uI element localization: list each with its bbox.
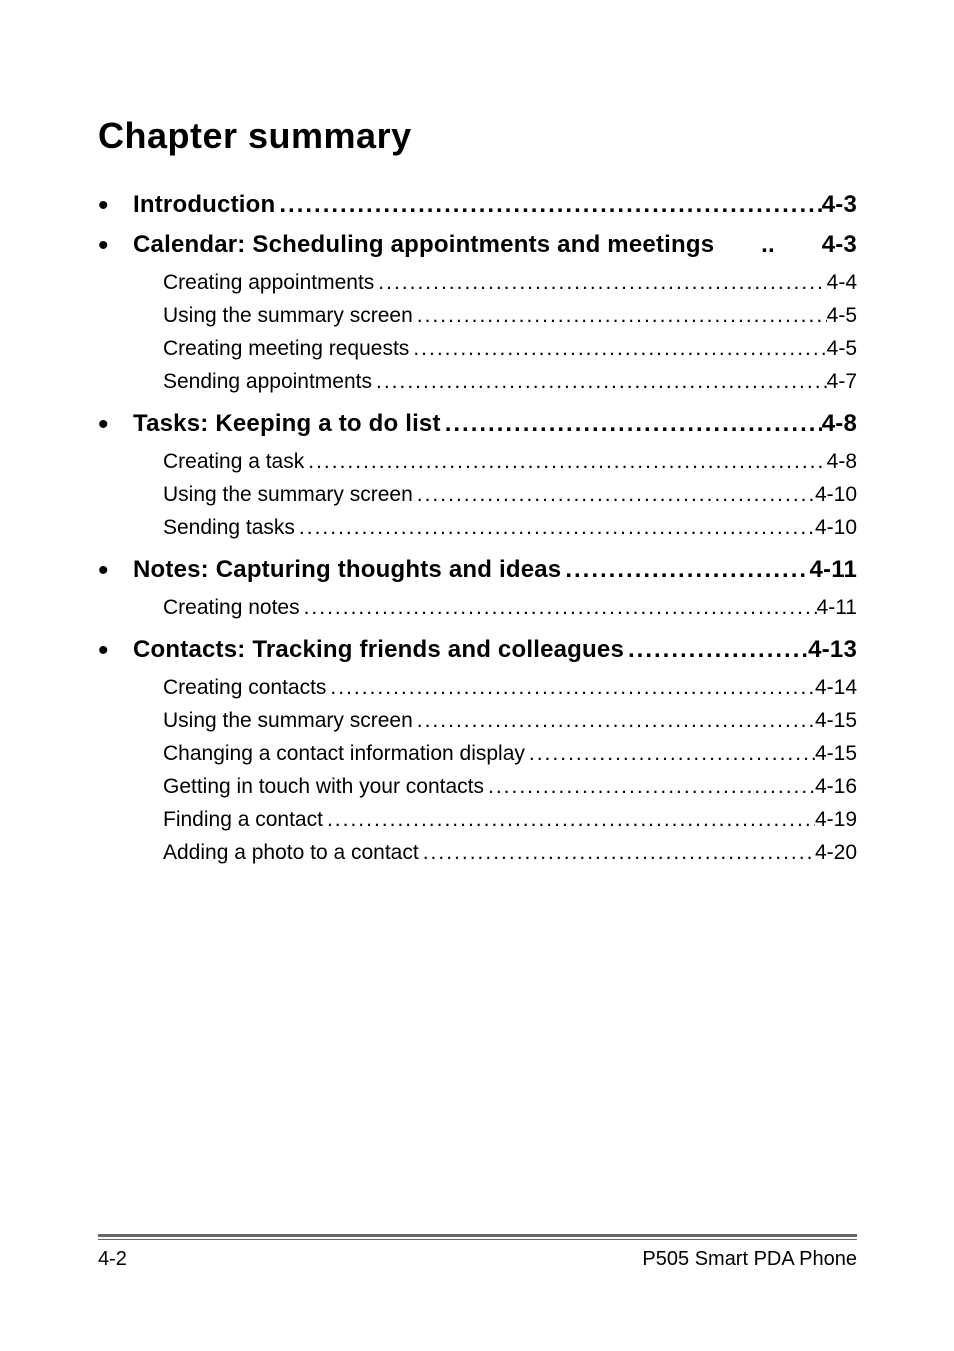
toc-subitem: Sending tasks...........................…: [163, 516, 857, 540]
toc-leader-dots: ........................................…: [323, 808, 815, 832]
toc-section: Calendar: Scheduling appointments and me…: [133, 231, 857, 394]
toc-subitem-page: 4-4: [827, 271, 857, 295]
toc-section-row: Contacts: Tracking friends and colleague…: [133, 636, 857, 664]
toc-subitem-page: 4-7: [827, 370, 857, 394]
toc-subitems: Creating notes..........................…: [133, 596, 857, 620]
toc-section-page: 4-3: [822, 191, 857, 219]
toc-subitem-label: Creating a task: [163, 450, 304, 474]
toc-section-page: 4-3: [822, 231, 857, 259]
toc-subitem: Creating meeting requests...............…: [163, 337, 857, 361]
table-of-contents: Introduction............................…: [98, 191, 857, 865]
toc-section-page: 4-13: [808, 636, 857, 664]
toc-subitem-page: 4-20: [815, 841, 857, 865]
toc-section-page: 4-8: [822, 410, 857, 438]
toc-subitem-page: 4-16: [815, 775, 857, 799]
toc-subitem-label: Changing a contact information display: [163, 742, 525, 766]
toc-leader-dots: ........................................…: [413, 304, 827, 328]
toc-subitem-label: Sending tasks: [163, 516, 295, 540]
toc-subitem-label: Using the summary screen: [163, 304, 413, 328]
page-footer: 4-2 P505 Smart PDA Phone: [98, 1234, 857, 1271]
toc-section-row: Introduction............................…: [133, 191, 857, 219]
toc-leader-dots: ........................................…: [372, 370, 827, 394]
toc-section: Tasks: Keeping a to do list.............…: [133, 410, 857, 540]
toc-leader-dots: ........................................…: [413, 483, 815, 507]
toc-section: Introduction............................…: [133, 191, 857, 219]
toc-subitem-page: 4-5: [827, 337, 857, 361]
footer-product-name: P505 Smart PDA Phone: [642, 1248, 857, 1271]
toc-leader-dots: ........................................…: [326, 676, 815, 700]
toc-section-row: Notes: Capturing thoughts and ideas.....…: [133, 556, 857, 584]
toc-subitems: Creating contacts.......................…: [133, 676, 857, 865]
toc-leader-dots: ........................................…: [419, 841, 815, 865]
toc-leader-dots: ..: [761, 231, 775, 259]
toc-subitem: Using the summary screen................…: [163, 304, 857, 328]
toc-subitem: Finding a contact.......................…: [163, 808, 857, 832]
toc-section-row: Tasks: Keeping a to do list.............…: [133, 410, 857, 438]
toc-leader-dots: ........................................…: [304, 450, 826, 474]
toc-section-row: Calendar: Scheduling appointments and me…: [133, 231, 857, 259]
toc-subitem-label: Creating notes: [163, 596, 300, 620]
toc-subitem-page: 4-15: [815, 709, 857, 733]
toc-subitem: Getting in touch with your contacts.....…: [163, 775, 857, 799]
toc-subitem: Using the summary screen................…: [163, 483, 857, 507]
toc-leader-dots: ........................................…: [561, 556, 809, 584]
toc-subitem-page: 4-11: [817, 596, 857, 620]
toc-section-label: Calendar: Scheduling appointments and me…: [133, 231, 714, 259]
toc-subitem-label: Using the summary screen: [163, 483, 413, 507]
toc-section: Notes: Capturing thoughts and ideas.....…: [133, 556, 857, 620]
toc-subitem-label: Getting in touch with your contacts: [163, 775, 484, 799]
toc-subitem-label: Creating appointments: [163, 271, 374, 295]
toc-leader-dots: ........................................…: [484, 775, 815, 799]
toc-subitem: Adding a photo to a contact.............…: [163, 841, 857, 865]
toc-leader-dots: ........................................…: [295, 516, 815, 540]
toc-leader-dots: ........................................…: [525, 742, 815, 766]
toc-subitem-page: 4-5: [827, 304, 857, 328]
footer-text-row: 4-2 P505 Smart PDA Phone: [98, 1248, 857, 1271]
toc-subitem-page: 4-10: [815, 483, 857, 507]
toc-section-label: Tasks: Keeping a to do list: [133, 410, 441, 438]
toc-subitem-page: 4-15: [815, 742, 857, 766]
toc-leader-dots: ........................................…: [409, 337, 826, 361]
toc-subitem: Using the summary screen................…: [163, 709, 857, 733]
footer-rule-thick: [98, 1234, 857, 1237]
toc-leader-dots: ........................................…: [413, 709, 815, 733]
toc-leader-dots: ........................................…: [275, 191, 821, 219]
toc-section-label: Notes: Capturing thoughts and ideas: [133, 556, 561, 584]
toc-subitem: Creating notes..........................…: [163, 596, 857, 620]
toc-subitem: Creating a task.........................…: [163, 450, 857, 474]
toc-subitem-label: Creating meeting requests: [163, 337, 409, 361]
toc-section-label: Contacts: Tracking friends and colleague…: [133, 636, 624, 664]
toc-subitem: Changing a contact information display..…: [163, 742, 857, 766]
toc-subitem-label: Using the summary screen: [163, 709, 413, 733]
toc-subitems: Creating appointments...................…: [133, 271, 857, 394]
toc-leader-dots: ........................................…: [624, 636, 808, 664]
toc-subitem-page: 4-8: [827, 450, 857, 474]
toc-leader-dots: ........................................…: [374, 271, 826, 295]
toc-subitem: Creating appointments...................…: [163, 271, 857, 295]
toc-subitem: Sending appointments....................…: [163, 370, 857, 394]
toc-subitem-label: Sending appointments: [163, 370, 372, 394]
footer-rule-thin: [98, 1239, 857, 1240]
toc-subitem: Creating contacts.......................…: [163, 676, 857, 700]
toc-subitem-label: Adding a photo to a contact: [163, 841, 419, 865]
toc-section-page: 4-11: [809, 556, 857, 584]
toc-subitem-page: 4-10: [815, 516, 857, 540]
toc-section: Contacts: Tracking friends and colleague…: [133, 636, 857, 865]
toc-subitem-label: Creating contacts: [163, 676, 326, 700]
toc-subitem-label: Finding a contact: [163, 808, 323, 832]
toc-leader-dots: ........................................…: [441, 410, 822, 438]
toc-section-label: Introduction: [133, 191, 275, 219]
toc-subitem-page: 4-14: [815, 676, 857, 700]
toc-subitems: Creating a task.........................…: [133, 450, 857, 540]
toc-subitem-page: 4-19: [815, 808, 857, 832]
toc-leader-dots: ........................................…: [300, 596, 817, 620]
footer-page-number: 4-2: [98, 1248, 127, 1271]
chapter-title: Chapter summary: [98, 115, 857, 157]
